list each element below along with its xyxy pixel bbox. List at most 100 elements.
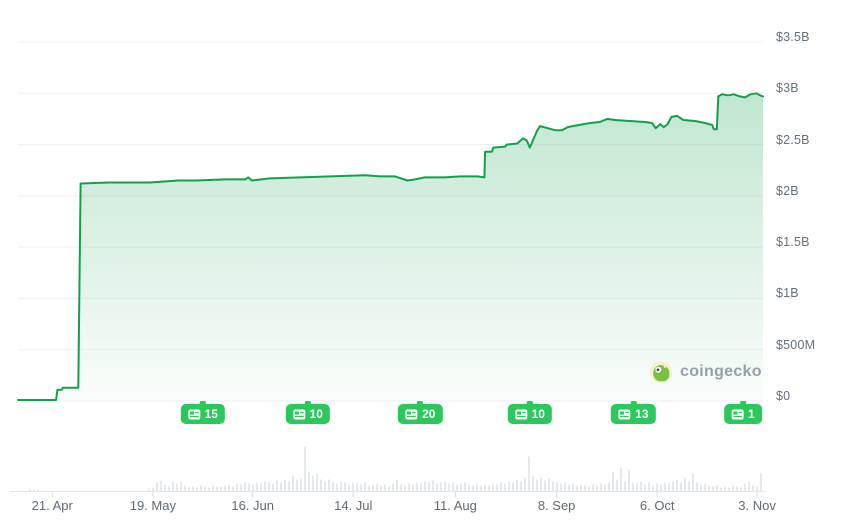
volume-bar xyxy=(412,484,414,492)
volume-bar xyxy=(500,482,502,492)
x-axis-label: 6. Oct xyxy=(639,498,675,513)
volume-bar xyxy=(548,478,550,492)
volume-bar xyxy=(296,479,298,492)
badge-notch xyxy=(199,401,206,405)
volume-bar xyxy=(228,484,230,492)
volume-bar xyxy=(328,479,330,492)
volume-bar xyxy=(732,485,734,492)
news-icon xyxy=(618,409,631,419)
news-badge[interactable]: 15 xyxy=(180,401,225,424)
news-count: 1 xyxy=(748,407,755,421)
x-axis-label: 3. Nov xyxy=(738,498,776,513)
volume-bar xyxy=(672,481,674,492)
badge-notch xyxy=(417,401,424,405)
volume-bar xyxy=(424,481,426,492)
volume-bar xyxy=(192,486,194,492)
volume-bar xyxy=(344,482,346,492)
volume-bar xyxy=(372,484,374,492)
volume-bar xyxy=(520,481,522,492)
volume-bar xyxy=(692,473,694,492)
volume-bar xyxy=(508,481,510,492)
volume-bar xyxy=(652,485,654,492)
volume-bar xyxy=(584,485,586,492)
news-badge[interactable]: 10 xyxy=(285,401,330,424)
volume-bar xyxy=(388,486,390,492)
volume-bar xyxy=(644,484,646,492)
news-badge[interactable]: 20 xyxy=(398,401,443,424)
volume-bar xyxy=(620,467,622,492)
volume-bar xyxy=(356,483,358,492)
volume-bar xyxy=(240,484,242,492)
volume-bar xyxy=(232,486,234,492)
volume-bar xyxy=(416,482,418,492)
volume-bar xyxy=(552,481,554,492)
volume-bar xyxy=(748,481,750,492)
volume-bar xyxy=(452,482,454,492)
volume-bar xyxy=(564,482,566,492)
volume-bar xyxy=(400,484,402,492)
volume-bar xyxy=(164,484,166,492)
volume-bar xyxy=(752,485,754,492)
news-badge[interactable]: 13 xyxy=(611,401,656,424)
volume-bar xyxy=(716,485,718,492)
volume-bar xyxy=(37,489,39,492)
volume-bar xyxy=(656,483,658,492)
volume-bar xyxy=(404,485,406,492)
news-badge[interactable]: 10 xyxy=(507,401,552,424)
volume-bar xyxy=(392,483,394,492)
volume-bar xyxy=(628,469,630,492)
volume-bar xyxy=(188,487,190,492)
volume-bar xyxy=(352,482,354,492)
volume-bar xyxy=(724,486,726,492)
volume-bar xyxy=(168,486,170,492)
volume-bar xyxy=(204,486,206,492)
y-axis-label: $3B xyxy=(776,81,799,96)
volume-bar xyxy=(696,482,698,492)
news-badge[interactable]: 1 xyxy=(724,401,762,424)
volume-bar xyxy=(496,484,498,492)
x-axis-label: 8. Sep xyxy=(537,498,576,513)
volume-bar xyxy=(572,483,574,492)
x-axis-label: 16. Jun xyxy=(231,498,274,513)
volume-bar xyxy=(616,479,618,492)
volume-bar xyxy=(244,482,246,492)
volume-bar xyxy=(648,482,650,492)
volume-bar xyxy=(660,484,662,492)
area-fill xyxy=(18,93,763,402)
volume-bar xyxy=(492,483,494,492)
volume-bar xyxy=(756,486,758,492)
volume-bar xyxy=(580,484,582,492)
volume-bar xyxy=(312,475,314,492)
volume-bar xyxy=(588,486,590,492)
volume-bar xyxy=(172,481,174,492)
volume-bar xyxy=(684,477,686,492)
y-axis-label: $3.5B xyxy=(776,30,810,44)
volume-bar xyxy=(636,483,638,492)
volume-bar xyxy=(160,480,162,492)
badge-notch xyxy=(630,401,637,405)
volume-bar xyxy=(536,479,538,492)
volume-bar xyxy=(288,481,290,492)
volume-bar xyxy=(236,483,238,492)
volume-bar xyxy=(736,486,738,492)
volume-bar xyxy=(436,483,438,492)
volume-bar xyxy=(460,483,462,492)
news-count: 20 xyxy=(422,407,436,421)
volume-bar xyxy=(176,483,178,492)
y-axis-label: $2.5B xyxy=(776,132,810,147)
volume-bar xyxy=(396,479,398,492)
volume-bar xyxy=(612,471,614,492)
volume-bar xyxy=(224,485,226,492)
volume-bar xyxy=(708,485,710,492)
volume-bar xyxy=(156,482,158,492)
price-line[interactable] xyxy=(17,92,764,401)
volume-bar xyxy=(220,486,222,492)
volume-bar xyxy=(440,482,442,492)
volume-bar xyxy=(280,482,282,492)
volume-bar xyxy=(568,484,570,492)
volume-bar xyxy=(300,478,302,492)
volume-bar xyxy=(320,479,322,492)
volume-bar xyxy=(608,482,610,492)
volume-bar xyxy=(720,487,722,492)
